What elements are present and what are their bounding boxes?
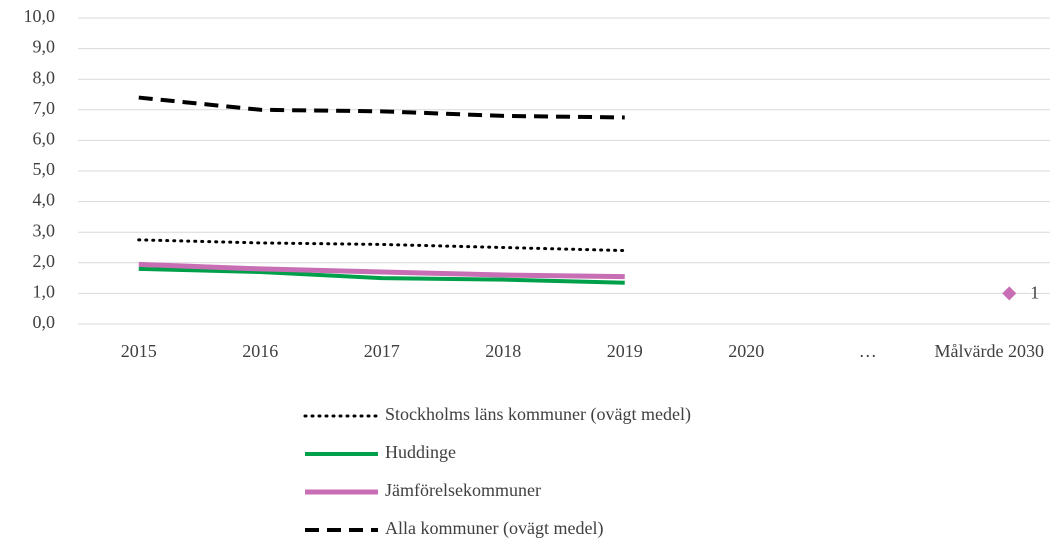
x-tick-label: 2016 — [242, 341, 279, 361]
y-tick-label: 4,0 — [33, 190, 56, 210]
y-tick-label: 10,0 — [24, 6, 56, 26]
x-tick-label: … — [858, 341, 877, 361]
series-line — [138, 266, 625, 285]
target-marker — [1002, 286, 1017, 301]
x-tick-label: 2018 — [485, 341, 522, 361]
legend-label: Jämförelsekommuner — [385, 480, 541, 500]
y-tick-label: 2,0 — [33, 251, 56, 271]
series-line — [138, 261, 625, 280]
x-tick-label: Målvärde 2030 — [934, 341, 1044, 361]
y-tick-label: 7,0 — [33, 98, 56, 118]
y-tick-label: 9,0 — [33, 37, 56, 57]
y-tick-label: 6,0 — [33, 129, 56, 149]
y-tick-label: 1,0 — [33, 282, 56, 302]
x-tick-label: 2015 — [120, 341, 157, 361]
y-tick-label: 8,0 — [33, 67, 56, 87]
data-label: 1 — [1030, 283, 1039, 303]
y-tick-label: 5,0 — [33, 159, 56, 179]
legend-label: Alla kommuner (ovägt medel) — [385, 518, 603, 539]
y-tick-label: 3,0 — [33, 220, 56, 240]
series-line — [138, 95, 625, 120]
x-tick-label: 2017 — [363, 341, 400, 361]
series-line — [137, 238, 627, 253]
y-tick-label: 0,0 — [33, 312, 56, 332]
legend-label: Stockholms läns kommuner (ovägt medel) — [385, 404, 691, 425]
legend-label: Huddinge — [385, 442, 456, 462]
x-tick-label: 2019 — [606, 341, 643, 361]
x-tick-label: 2020 — [728, 341, 765, 361]
